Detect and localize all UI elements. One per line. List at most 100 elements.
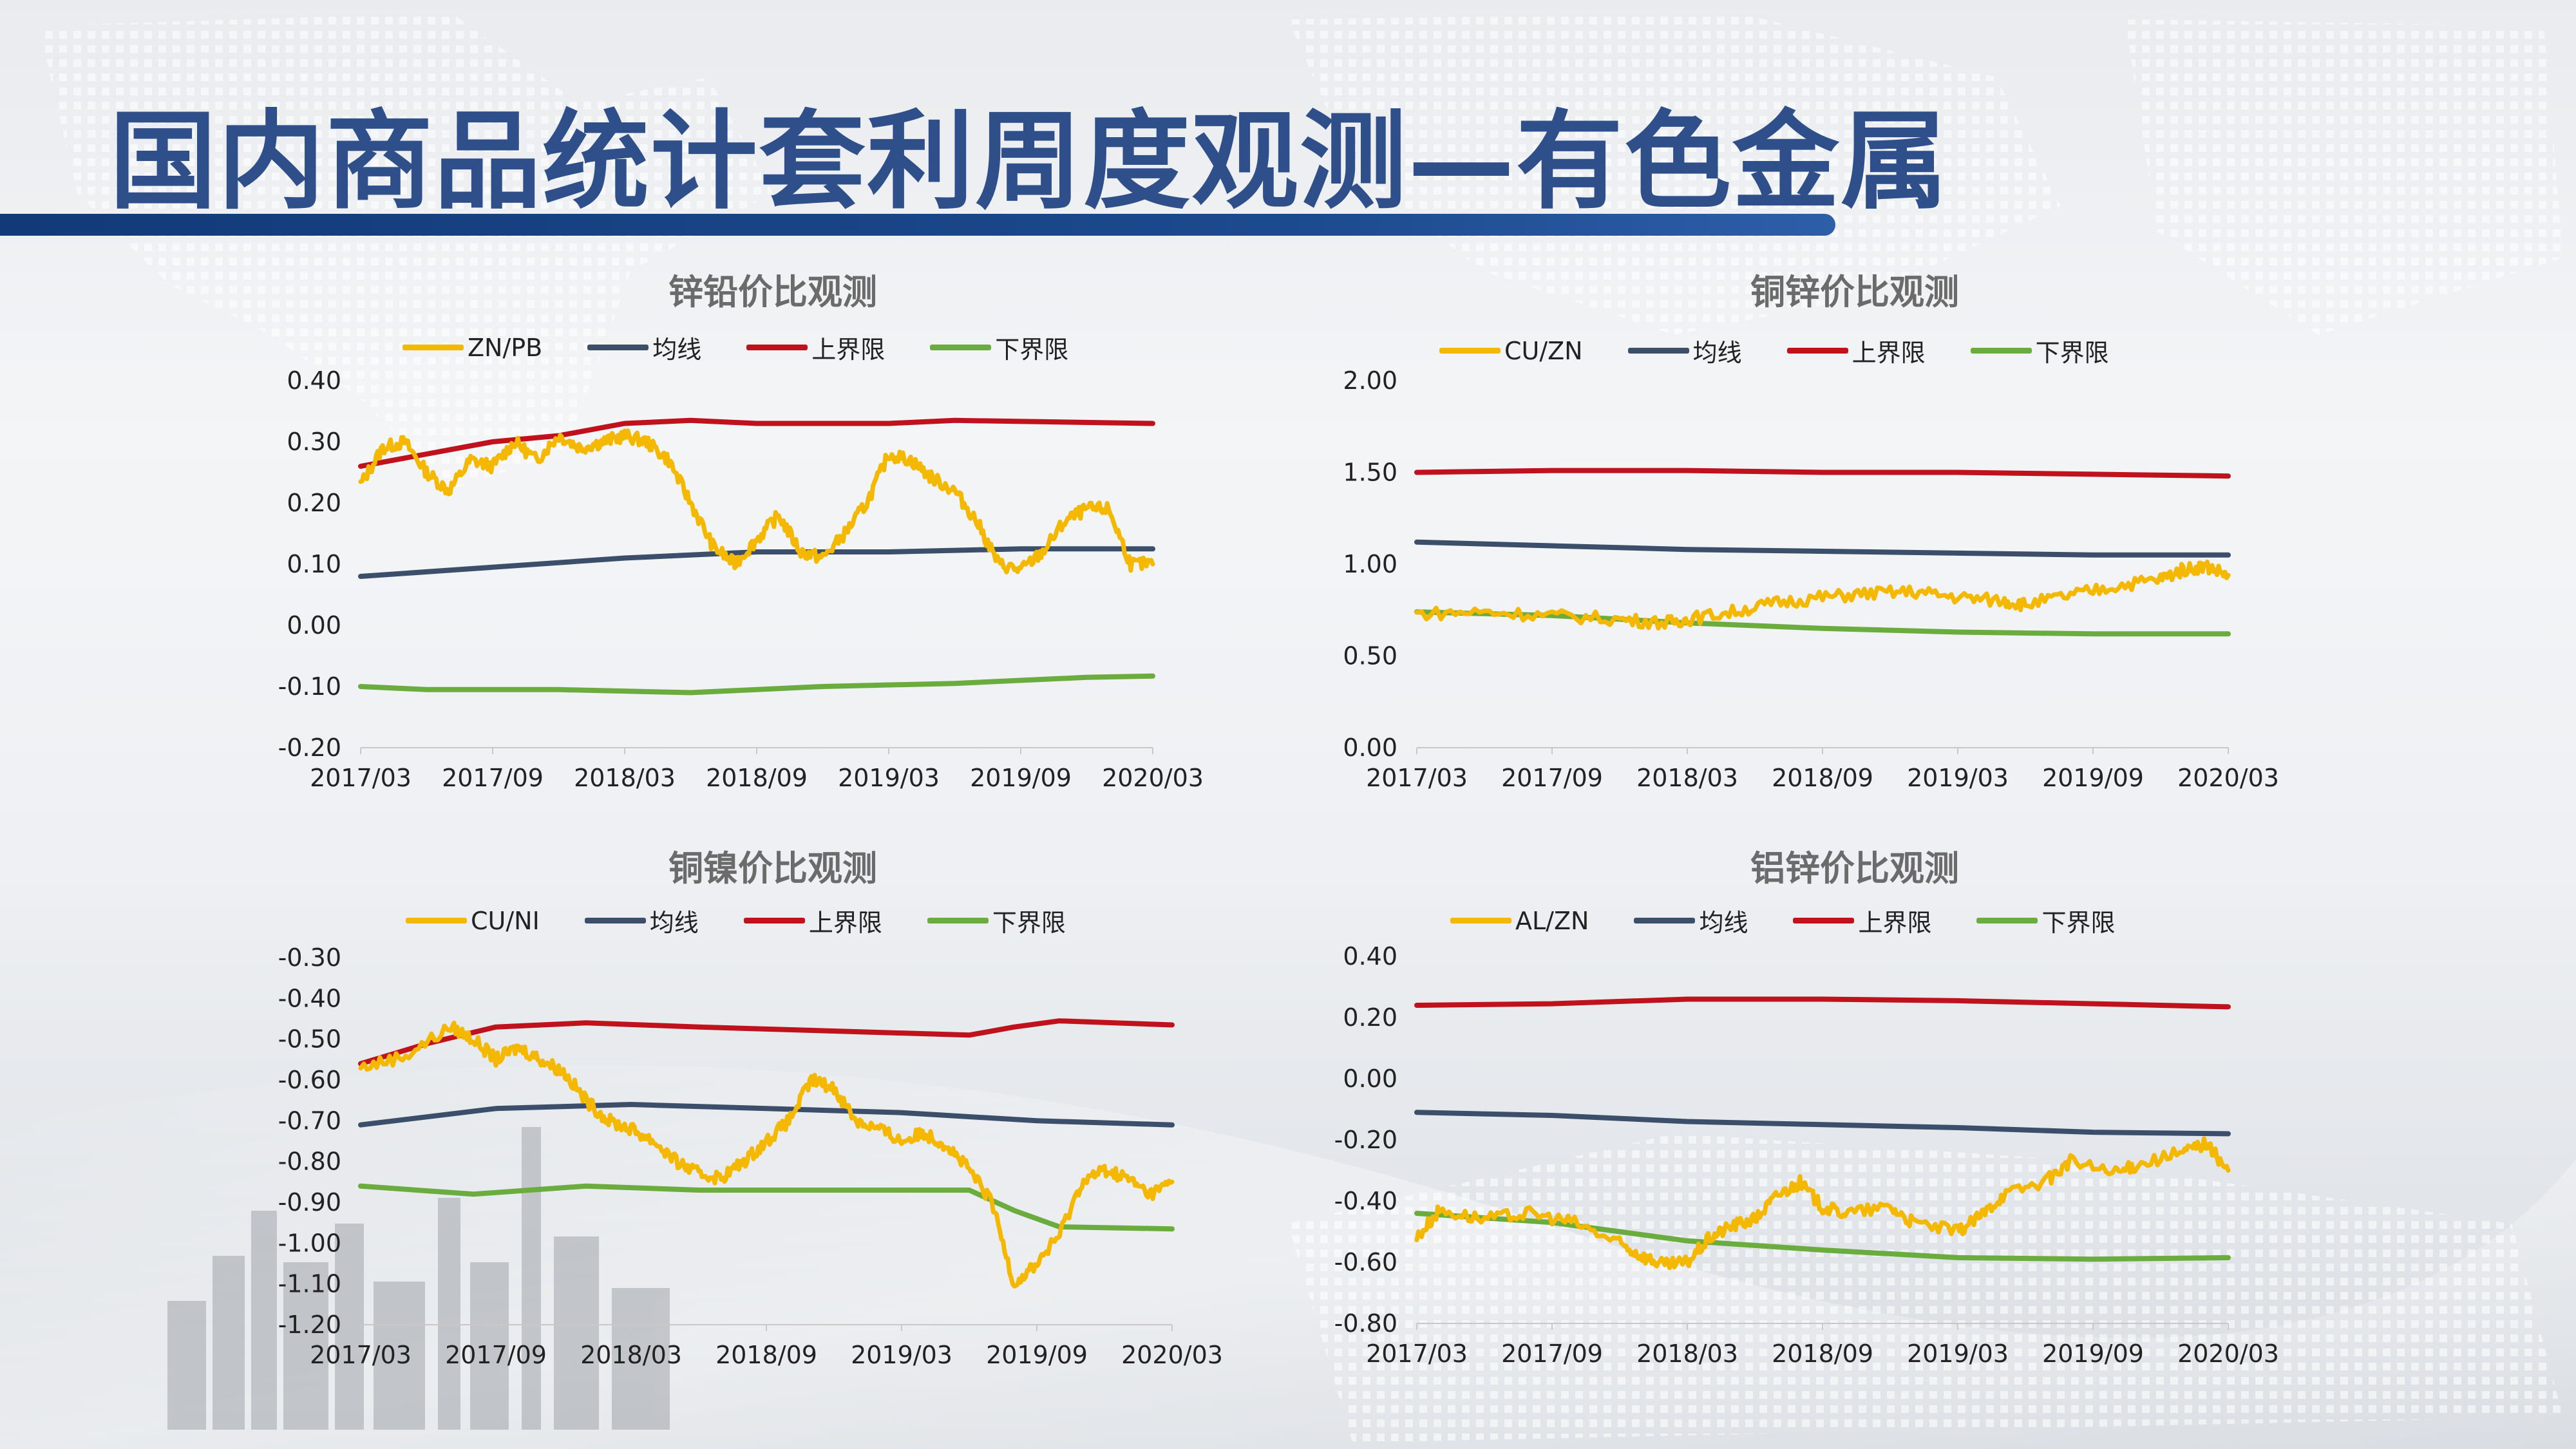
legend-item: ZN/PB xyxy=(402,334,542,362)
legend-label: 上界限 xyxy=(811,336,886,364)
page-title: 国内商品统计套利周度观测—有色金属 xyxy=(109,100,1949,224)
series-line-2 xyxy=(1414,468,2231,479)
legend-item: 下界限 xyxy=(1976,903,2115,938)
x-tick-label: 2019/09 xyxy=(970,764,1072,792)
legend-item: 均线 xyxy=(1627,333,1742,368)
legend-swatch xyxy=(743,918,805,923)
y-tick-label: -0.40 xyxy=(1334,1187,1397,1215)
x-tick-label: 2018/03 xyxy=(1636,1340,1738,1368)
series-line-2 xyxy=(358,417,1155,469)
chart-plot-area: -0.30 -0.40 -0.50 -0.60 -0.70 -0.80 -0.90 -1.00… xyxy=(278,943,1223,1369)
x-tick-label: 2017/03 xyxy=(310,764,412,792)
chart-title: 锌铅价比观测 xyxy=(668,272,877,312)
legend-swatch xyxy=(927,918,989,923)
y-tick-label: 1.00 xyxy=(1343,550,1397,578)
y-tick-label: 0.50 xyxy=(1343,642,1397,670)
chart-legend: CU/NI 均线 上界限 下界限 xyxy=(406,903,1111,938)
legend-swatch xyxy=(402,345,464,350)
legend-item: 均线 xyxy=(587,330,701,365)
legend-label: CU/ZN xyxy=(1504,336,1583,365)
y-tick-label: -0.60 xyxy=(278,1066,341,1094)
legend-swatch xyxy=(584,918,646,923)
chart-legend: AL/ZN 均线 上界限 下界限 xyxy=(1450,903,2160,938)
series-line-2 xyxy=(358,1018,1175,1066)
series-line-1 xyxy=(358,1102,1175,1128)
x-tick-label: 2020/03 xyxy=(2177,764,2279,792)
x-tick-label: 2018/09 xyxy=(706,764,808,792)
legend-item: 上界限 xyxy=(746,330,885,365)
y-tick-label: 0.10 xyxy=(287,550,341,578)
y-tick-label: 0.20 xyxy=(1343,1003,1397,1032)
x-tick-label: 2019/09 xyxy=(2042,764,2144,792)
chart-title: 铜锌价比观测 xyxy=(1750,272,1959,312)
legend-label: 下界限 xyxy=(2035,339,2109,367)
chart-cu-zn: 铜锌价比观测 2.00 1.50 1.00 0.50 0.00 2017/03 2017/0… xyxy=(1340,254,2370,815)
y-tick-label: 2.00 xyxy=(1343,366,1397,395)
x-tick-label: 2019/03 xyxy=(1907,1340,2009,1368)
legend-swatch xyxy=(1634,918,1696,923)
x-tick-label: 2020/03 xyxy=(1102,764,1204,792)
y-tick-label: -0.10 xyxy=(278,672,341,701)
y-tick-label: -1.00 xyxy=(278,1229,341,1257)
y-tick-label: 1.50 xyxy=(1343,459,1397,487)
y-tick-label: 0.00 xyxy=(1343,1065,1397,1093)
legend-label: 下界限 xyxy=(2041,909,2116,937)
series-line-1 xyxy=(1414,1110,2231,1137)
y-tick-label: -0.80 xyxy=(278,1148,341,1176)
series-line-3 xyxy=(1414,609,2231,637)
legend-swatch xyxy=(1627,348,1689,354)
series-line-2 xyxy=(1414,996,2231,1010)
series-line-3 xyxy=(358,673,1155,696)
chart-legend: CU/ZN 均线 上界限 下界限 xyxy=(1439,333,2154,368)
legend-item: AL/ZN xyxy=(1450,907,1589,935)
legend-swatch xyxy=(1970,348,2032,354)
legend-swatch xyxy=(587,345,649,350)
legend-label: 上界限 xyxy=(808,909,882,937)
legend-swatch xyxy=(1439,348,1501,354)
legend-label: 下界限 xyxy=(995,336,1069,364)
y-tick-label: -1.20 xyxy=(278,1311,341,1339)
series-line-0 xyxy=(1414,560,2231,630)
y-tick-label: -0.30 xyxy=(278,943,341,972)
legend-label: 均线 xyxy=(652,336,702,364)
x-tick-label: 2020/03 xyxy=(2177,1340,2279,1368)
x-tick-label: 2018/09 xyxy=(1772,764,1873,792)
y-tick-label: 0.20 xyxy=(287,489,341,517)
x-tick-label: 2017/09 xyxy=(445,1341,547,1369)
series-line-3 xyxy=(1414,1211,2231,1262)
y-tick-label: -0.40 xyxy=(278,984,341,1012)
x-tick-label: 2017/09 xyxy=(1501,1340,1603,1368)
series-line-1 xyxy=(358,546,1155,579)
legend-swatch xyxy=(1793,918,1855,923)
y-tick-label: -0.80 xyxy=(1334,1309,1397,1338)
chart-legend: ZN/PB 均线 上界限 下界限 xyxy=(402,330,1113,365)
x-tick-label: 2017/09 xyxy=(1501,764,1603,792)
y-tick-label: 0.00 xyxy=(1343,734,1397,762)
legend-label: 上界限 xyxy=(1852,339,1926,367)
series-line-0 xyxy=(358,428,1155,574)
x-tick-label: 2019/03 xyxy=(851,1341,952,1369)
legend-item: 均线 xyxy=(584,903,699,938)
chart-title: 铝锌价比观测 xyxy=(1750,848,1959,889)
x-tick-label: 2017/09 xyxy=(442,764,544,792)
y-tick-label: -0.20 xyxy=(278,734,341,762)
series-line-3 xyxy=(358,1183,1175,1232)
legend-label: 均线 xyxy=(1692,339,1742,367)
x-tick-label: 2017/03 xyxy=(1366,764,1468,792)
y-tick-label: -0.90 xyxy=(278,1188,341,1217)
legend-swatch xyxy=(1976,918,2038,923)
x-tick-label: 2019/03 xyxy=(1907,764,2009,792)
legend-item: 下界限 xyxy=(927,903,1066,938)
legend-label: 均线 xyxy=(649,909,699,937)
title-bar: 国内商品统计套利周度观测—有色金属 xyxy=(0,0,2576,238)
x-tick-label: 2019/09 xyxy=(986,1341,1088,1369)
legend-label: ZN/PB xyxy=(468,333,543,362)
y-tick-label: -0.50 xyxy=(278,1025,341,1054)
legend-item: 下界限 xyxy=(930,330,1068,365)
legend-swatch xyxy=(1450,918,1511,923)
y-tick-label: 0.00 xyxy=(287,611,341,639)
legend-item: 均线 xyxy=(1634,903,1748,938)
